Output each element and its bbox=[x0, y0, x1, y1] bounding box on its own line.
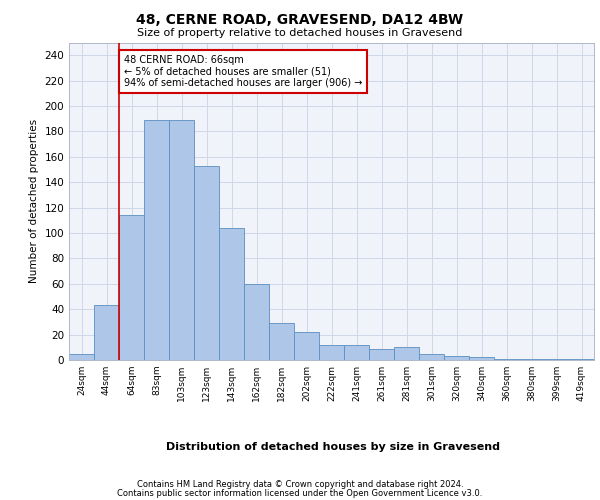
Bar bbox=[369, 348, 394, 360]
Bar bbox=[469, 358, 494, 360]
Bar bbox=[394, 348, 419, 360]
Bar bbox=[219, 228, 244, 360]
Text: Contains public sector information licensed under the Open Government Licence v3: Contains public sector information licen… bbox=[118, 489, 482, 498]
Text: 48, CERNE ROAD, GRAVESEND, DA12 4BW: 48, CERNE ROAD, GRAVESEND, DA12 4BW bbox=[136, 12, 464, 26]
Bar bbox=[294, 332, 319, 360]
Bar bbox=[519, 358, 544, 360]
Bar bbox=[494, 358, 519, 360]
Text: 48 CERNE ROAD: 66sqm
← 5% of detached houses are smaller (51)
94% of semi-detach: 48 CERNE ROAD: 66sqm ← 5% of detached ho… bbox=[124, 55, 362, 88]
Text: Contains HM Land Registry data © Crown copyright and database right 2024.: Contains HM Land Registry data © Crown c… bbox=[137, 480, 463, 489]
Text: Size of property relative to detached houses in Gravesend: Size of property relative to detached ho… bbox=[137, 28, 463, 38]
Bar bbox=[419, 354, 444, 360]
Bar bbox=[569, 358, 594, 360]
Bar bbox=[244, 284, 269, 360]
Bar bbox=[269, 323, 294, 360]
Bar bbox=[544, 358, 569, 360]
Bar bbox=[444, 356, 469, 360]
Bar bbox=[169, 120, 194, 360]
Y-axis label: Number of detached properties: Number of detached properties bbox=[29, 119, 39, 284]
Bar bbox=[94, 306, 119, 360]
Bar bbox=[119, 215, 144, 360]
Bar bbox=[69, 354, 94, 360]
Bar bbox=[319, 345, 344, 360]
Bar bbox=[144, 120, 169, 360]
Bar bbox=[194, 166, 219, 360]
Bar bbox=[344, 345, 369, 360]
Text: Distribution of detached houses by size in Gravesend: Distribution of detached houses by size … bbox=[166, 442, 500, 452]
